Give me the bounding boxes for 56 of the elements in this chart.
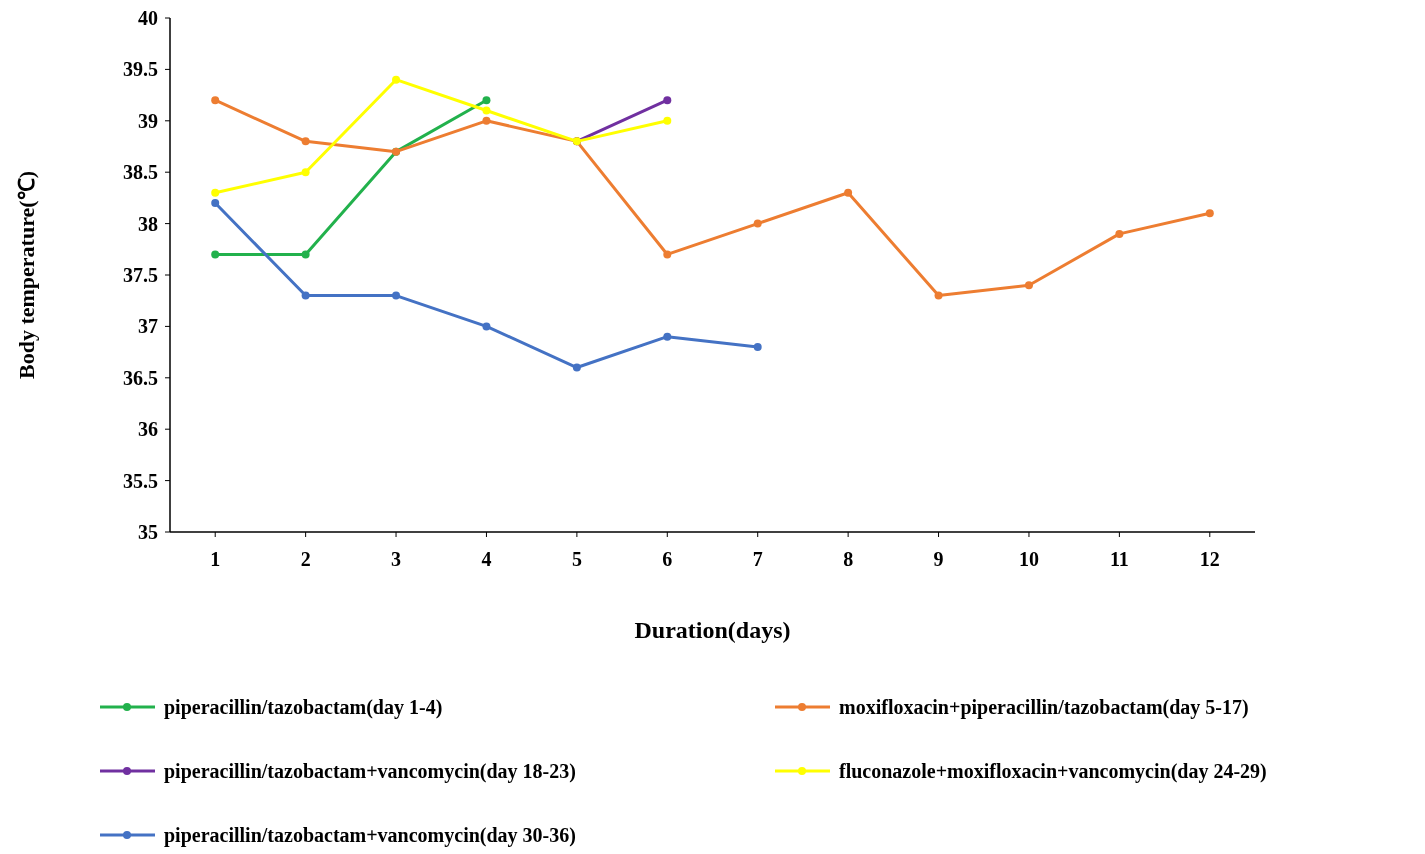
y-tick-label: 39 (138, 109, 158, 132)
y-tick-label: 40 (138, 7, 158, 29)
point (663, 250, 672, 259)
point (392, 75, 401, 84)
point (482, 96, 491, 105)
point (301, 168, 310, 177)
point (753, 219, 762, 228)
x-tick-label: 5 (571, 548, 582, 570)
point (301, 250, 310, 259)
x-tick-label: 2 (300, 548, 311, 570)
legend-label: piperacillin/tazobactam(day 1-4) (164, 696, 443, 719)
point (211, 199, 220, 208)
x-tick-label: 7 (752, 548, 763, 570)
point (753, 342, 762, 351)
point (1024, 281, 1033, 290)
point (1205, 209, 1214, 218)
y-tick-label: 37.5 (123, 264, 158, 286)
y-tick-label: 35 (138, 521, 158, 543)
point (844, 188, 853, 197)
y-axis-title: Body temperature(℃) (14, 171, 39, 379)
point (572, 363, 581, 372)
point (482, 322, 491, 331)
x-tick-label: 1 (210, 548, 221, 570)
x-tick-label: 11 (1109, 548, 1129, 570)
point (301, 137, 310, 146)
y-tick-label: 38.5 (123, 161, 158, 184)
legend-label: piperacillin/tazobactam+vancomycin(day 18-23) (164, 760, 576, 783)
x-tick-label: 9 (933, 548, 944, 570)
y-tick-label: 38 (138, 212, 158, 235)
point (301, 291, 310, 300)
legend-label: fluconazole+moxifloxacin+vancomycin(day 24-29) (839, 760, 1267, 783)
y-tick-label: 37 (138, 315, 158, 338)
point (211, 188, 220, 197)
x-tick-label: 10 (1018, 548, 1039, 570)
x-tick-label: 4 (481, 548, 492, 570)
point (392, 291, 401, 300)
point (211, 250, 220, 259)
legend-label: moxifloxacin+piperacillin/tazobactam(day 5-17) (839, 696, 1249, 719)
point (482, 116, 491, 125)
x-tick-label: 12 (1199, 548, 1220, 570)
point (663, 332, 672, 341)
point (663, 96, 672, 105)
point (1115, 229, 1124, 238)
y-tick-label: 35.5 (123, 469, 158, 492)
y-tick-label: 36.5 (123, 366, 158, 389)
legend-label: piperacillin/tazobactam+vancomycin(day 30-36) (164, 824, 576, 847)
x-axis-title: Duration(days) (634, 617, 791, 643)
x-tick-label: 6 (662, 548, 673, 570)
point (211, 96, 220, 105)
point (482, 106, 491, 115)
x-tick-label: 8 (843, 548, 854, 570)
point (663, 116, 672, 125)
y-tick-label: 39.5 (123, 58, 158, 81)
x-tick-label: 3 (391, 548, 402, 570)
y-tick-label: 36 (138, 418, 158, 441)
point (934, 291, 943, 300)
